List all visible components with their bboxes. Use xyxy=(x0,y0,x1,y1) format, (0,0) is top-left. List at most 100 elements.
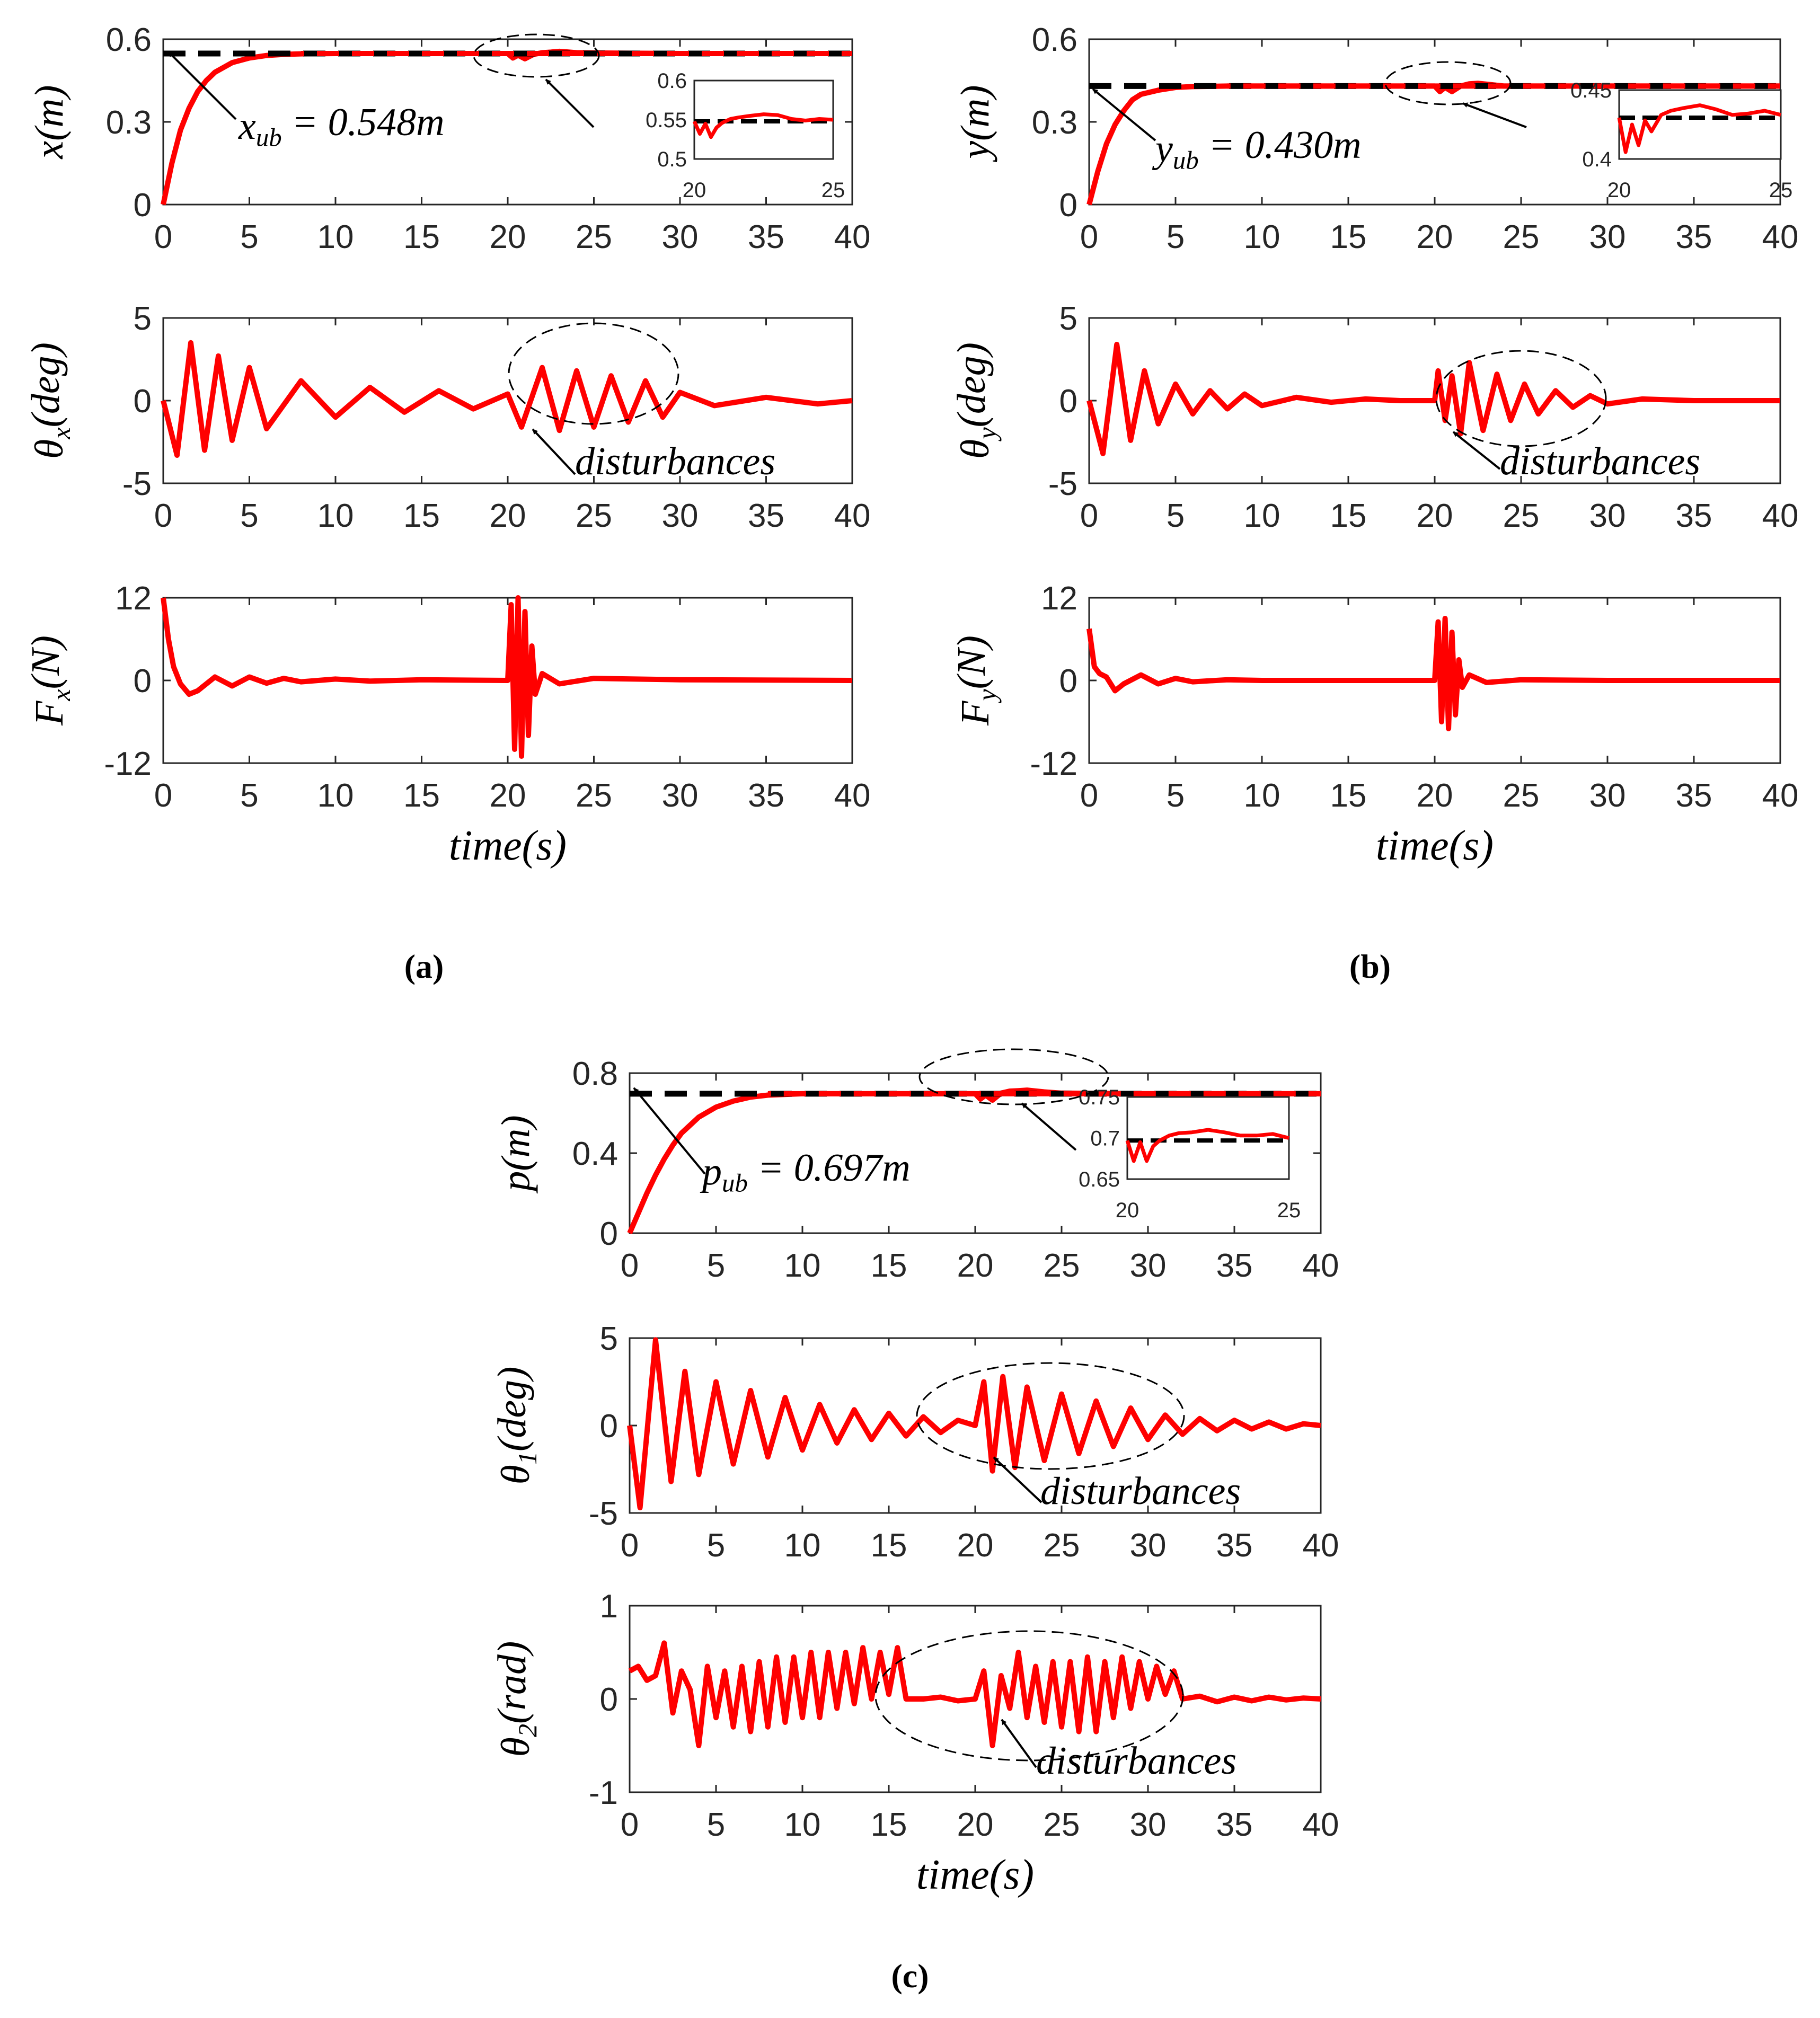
y-tick-label: 0 xyxy=(134,663,152,700)
bound-annotation: xub = 0.548m xyxy=(238,101,445,152)
x-tick-label: 10 xyxy=(784,1807,821,1843)
inset-x-tick-label: 25 xyxy=(1769,179,1793,202)
x-tick-label: 0 xyxy=(154,219,172,255)
x-tick-label: 10 xyxy=(317,777,354,814)
y-tick-label: -5 xyxy=(589,1495,618,1532)
disturbance-ellipse xyxy=(918,1048,1109,1105)
x-tick-label: 15 xyxy=(403,498,440,534)
x-tick-label: 25 xyxy=(1503,219,1540,255)
annotation-arrow xyxy=(1462,102,1527,128)
y-tick-label: 0.8 xyxy=(572,1056,618,1092)
inset-x-tick-label: 25 xyxy=(821,179,845,202)
x-tick-label: 40 xyxy=(1762,498,1799,534)
inset-x-tick-label: 25 xyxy=(1277,1199,1301,1222)
x-tick-label: 40 xyxy=(1303,1527,1339,1564)
x-tick-label: 30 xyxy=(1589,777,1626,814)
x-tick-label: 0 xyxy=(621,1247,639,1284)
x-axis-label: time(s) xyxy=(1376,822,1494,869)
x-tick-label: 0 xyxy=(154,777,172,814)
x-tick-label: 15 xyxy=(403,777,440,814)
disturbance-ellipse xyxy=(916,1362,1185,1470)
inset-y-tick-label: 0.55 xyxy=(646,109,687,132)
x-axis-label: time(s) xyxy=(916,1852,1034,1898)
inset-y-tick-label: 0.6 xyxy=(657,69,687,93)
x-tick-label: 35 xyxy=(748,219,784,255)
inset-frame xyxy=(1126,1096,1290,1180)
disturbance-annotation: disturbances xyxy=(1040,1470,1241,1513)
annotation-arrow xyxy=(532,428,576,475)
y-tick-label: 0 xyxy=(134,187,152,224)
annotation-arrow xyxy=(1001,1719,1037,1768)
disturbance-ellipse xyxy=(1435,350,1607,447)
x-tick-label: 10 xyxy=(317,498,354,534)
bound-arrow xyxy=(1092,88,1156,141)
response-line xyxy=(161,595,853,759)
x-tick-label: 0 xyxy=(621,1527,639,1564)
x-tick-label: 40 xyxy=(834,777,871,814)
y-tick-label: -1 xyxy=(589,1775,618,1811)
y-tick-label: 0.6 xyxy=(1032,22,1077,58)
x-tick-label: 40 xyxy=(1762,219,1799,255)
inset-y-tick-label: 0.4 xyxy=(1582,148,1612,171)
x-tick-label: 0 xyxy=(621,1807,639,1843)
y-tick-label: -12 xyxy=(104,746,152,782)
annotation-arrow xyxy=(993,1456,1042,1503)
x-tick-label: 5 xyxy=(240,498,258,534)
x-tick-label: 15 xyxy=(1330,498,1367,534)
disturbance-ellipse xyxy=(508,322,679,425)
y-tick-label: 0 xyxy=(600,1681,618,1718)
x-tick-label: 30 xyxy=(1130,1527,1167,1564)
x-tick-label: 35 xyxy=(748,777,784,814)
x-tick-label: 5 xyxy=(707,1247,725,1284)
x-tick-label: 20 xyxy=(490,777,526,814)
x-tick-label: 0 xyxy=(1080,498,1098,534)
y-tick-label: -5 xyxy=(1048,466,1077,502)
x-tick-label: 5 xyxy=(240,777,258,814)
y-tick-label: 0.3 xyxy=(1032,104,1077,141)
y-axis-label: p(m) xyxy=(493,1115,538,1194)
inset-y-tick-label: 0.5 xyxy=(657,148,687,171)
chart-c1: 0 5 10 15 20 25 30 35 40 0 0.4 0.8 p(m) 0.65 0.7 0.75 20… xyxy=(493,1048,1339,1284)
x-tick-label: 35 xyxy=(1216,1247,1253,1284)
x-tick-label: 25 xyxy=(1044,1247,1080,1284)
y-tick-label: -12 xyxy=(1030,746,1077,782)
bound-arrow xyxy=(633,1087,706,1175)
x-tick-label: 30 xyxy=(1589,498,1626,534)
inset-response-line xyxy=(1617,103,1781,154)
annotation-arrow xyxy=(1021,1102,1077,1151)
y-axis-label: x(m) xyxy=(27,85,72,159)
x-tick-label: 10 xyxy=(317,219,354,255)
x-tick-label: 5 xyxy=(1167,219,1185,255)
x-tick-label: 15 xyxy=(871,1247,907,1284)
x-tick-label: 15 xyxy=(1330,777,1367,814)
x-tick-label: 0 xyxy=(1080,219,1098,255)
y-tick-label: 1 xyxy=(600,1588,618,1625)
y-axis-label: θy(deg) xyxy=(949,342,1002,459)
y-tick-label: 12 xyxy=(1041,580,1077,617)
chart-b1: 0 5 10 15 20 25 30 35 40 0 0.3 0.6 y(m) 0.4 0.45 20 25 yu… xyxy=(953,22,1798,255)
y-tick-label: 5 xyxy=(1059,300,1077,337)
annotation-arrow xyxy=(545,78,595,128)
y-tick-label: 0 xyxy=(134,383,152,420)
x-tick-label: 20 xyxy=(957,1807,994,1843)
bound-annotation: yub = 0.430m xyxy=(1152,123,1362,175)
x-tick-label: 25 xyxy=(576,498,612,534)
x-tick-label: 5 xyxy=(707,1527,725,1564)
disturbance-ellipse xyxy=(1384,61,1512,105)
inset-response-line xyxy=(1125,1128,1289,1163)
y-tick-label: 0 xyxy=(1059,663,1077,700)
x-tick-label: 30 xyxy=(1130,1807,1167,1843)
x-tick-label: 30 xyxy=(1130,1247,1167,1284)
inset-y-tick-label: 0.65 xyxy=(1079,1168,1120,1191)
x-tick-label: 25 xyxy=(576,219,612,255)
x-tick-label: 40 xyxy=(834,219,871,255)
x-tick-label: 35 xyxy=(1216,1527,1253,1564)
y-axis-label: Fy(N) xyxy=(949,635,1002,726)
inset-y-tick-label: 0.45 xyxy=(1570,79,1612,102)
y-tick-label: 0.6 xyxy=(106,22,152,58)
x-tick-label: 5 xyxy=(240,219,258,255)
x-tick-label: 15 xyxy=(1330,219,1367,255)
annotation-arrow xyxy=(1452,431,1501,470)
